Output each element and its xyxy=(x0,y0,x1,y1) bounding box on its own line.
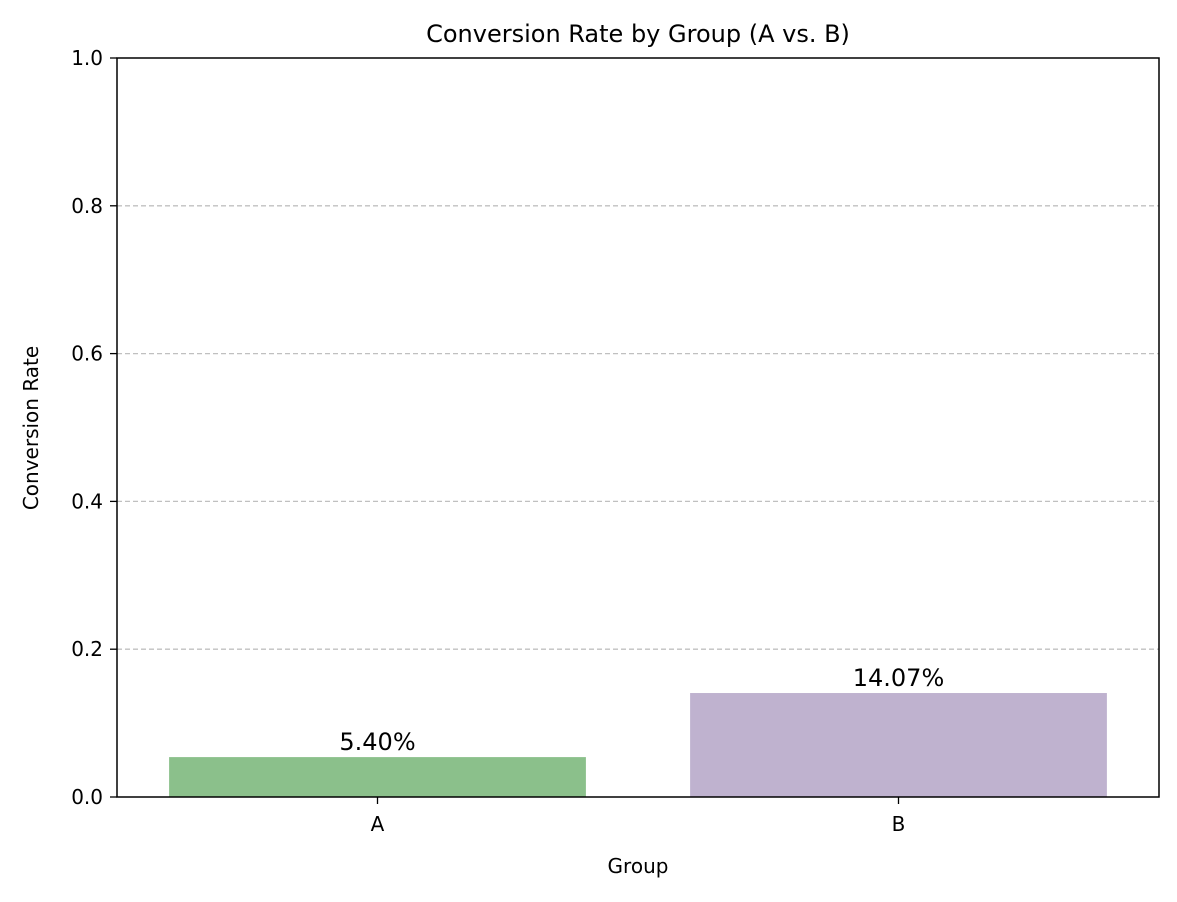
x-tick-label-B: B xyxy=(892,812,906,836)
bar-value-label-B: 14.07% xyxy=(853,664,945,692)
y-tick-label: 0.2 xyxy=(71,637,103,661)
bar-value-labels: 5.40% 14.07% xyxy=(339,664,944,756)
y-tick-label: 0.0 xyxy=(71,785,103,809)
y-tick-label: 0.8 xyxy=(71,194,103,218)
grid-lines xyxy=(117,205,1159,650)
y-tick-label: 0.6 xyxy=(71,342,103,366)
plot-frame xyxy=(116,57,1160,798)
y-axis-ticks: 0.0 0.2 0.4 0.6 0.8 1.0 xyxy=(71,46,117,809)
y-tick-label: 0.4 xyxy=(71,489,103,513)
y-tick-label: 1.0 xyxy=(71,46,103,70)
y-axis-label: Conversion Rate xyxy=(19,346,43,510)
x-axis-label: Group xyxy=(608,854,669,878)
bar-A xyxy=(169,757,586,797)
x-tick-label-A: A xyxy=(371,812,385,836)
chart-title: Conversion Rate by Group (A vs. B) xyxy=(426,20,850,48)
bars xyxy=(169,693,1107,797)
bar-B xyxy=(690,693,1107,797)
plot-border xyxy=(116,57,1160,798)
bar-value-label-A: 5.40% xyxy=(339,728,415,756)
